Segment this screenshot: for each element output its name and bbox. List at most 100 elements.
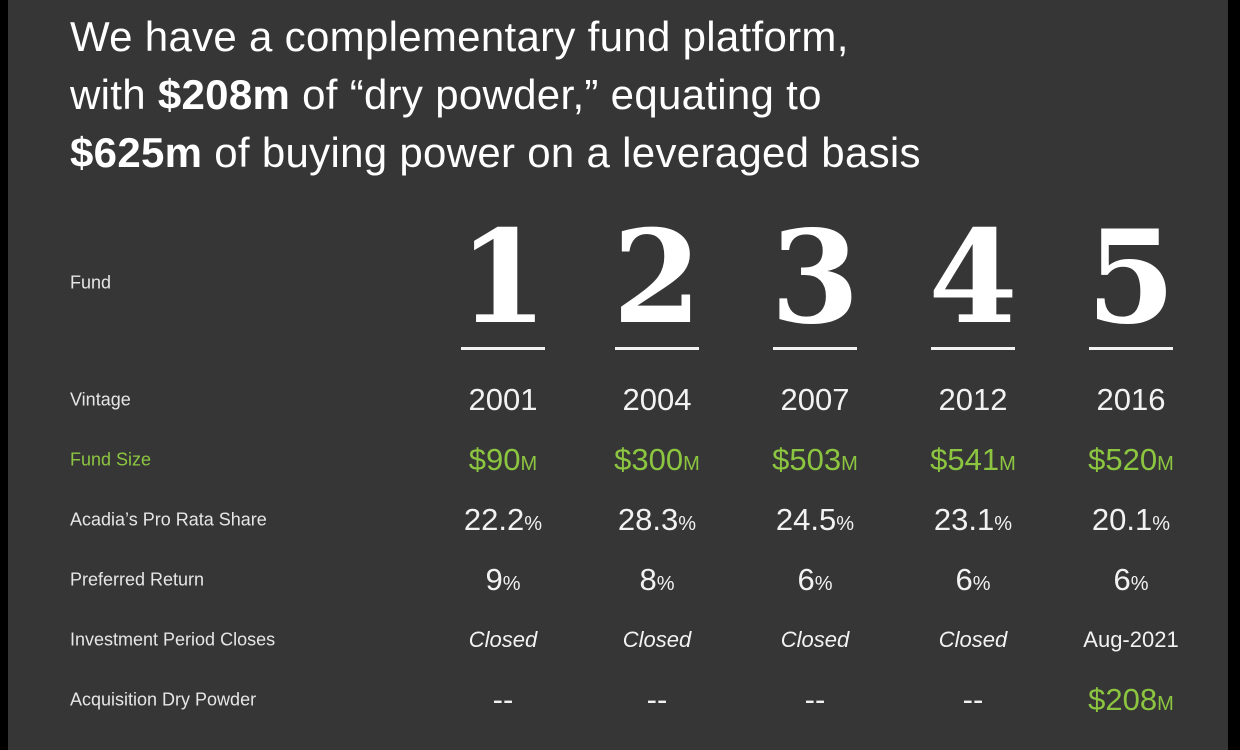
fund-number-text: 4	[928, 203, 1018, 353]
pro-rata-cell: 24.5%	[740, 502, 890, 538]
dry-powder-value: --	[962, 682, 984, 717]
headline-line-2: with $208m of “dry powder,” equating to	[70, 66, 921, 124]
unit: M	[1157, 453, 1174, 475]
unit: %	[678, 513, 697, 535]
dry-powder-value: $208	[1088, 682, 1158, 717]
slide: We have a complementary fund platform, w…	[8, 0, 1228, 750]
fund-number-underline	[931, 347, 1015, 350]
fund-number-underline	[773, 347, 857, 350]
pro-rata-value: 28.3	[617, 502, 679, 537]
pro-rata-value: 22.2	[463, 502, 525, 537]
vintage-value: 2004	[622, 382, 692, 417]
unit: %	[814, 573, 833, 595]
preferred-return-cell: 8%	[582, 562, 732, 598]
fund-size-cell: $503M	[740, 442, 890, 478]
fund-number: 4	[918, 214, 1028, 342]
unit: %	[836, 513, 855, 535]
unit: %	[972, 573, 991, 595]
investment-period-value: Closed	[468, 627, 538, 652]
investment-period-cell: Closed	[740, 627, 890, 653]
dry-powder-cell: --	[898, 682, 1048, 718]
row-label-preferred-return: Preferred Return	[70, 569, 205, 590]
unit: %	[1130, 573, 1149, 595]
fund-number-text: 5	[1086, 203, 1176, 353]
fund-size-cell: $90M	[428, 442, 578, 478]
investment-period-cell: Closed	[582, 627, 732, 653]
unit: M	[1157, 693, 1174, 715]
fund-size-cell: $300M	[582, 442, 732, 478]
row-label-pro-rata: Acadia’s Pro Rata Share	[70, 509, 267, 530]
unit: M	[841, 453, 858, 475]
headline: We have a complementary fund platform, w…	[70, 8, 921, 182]
vintage-cell: 2007	[740, 382, 890, 418]
fund-size-value: $90	[468, 442, 521, 477]
vintage-cell: 2001	[428, 382, 578, 418]
investment-period-value: Closed	[622, 627, 692, 652]
headline-line-1: We have a complementary fund platform,	[70, 13, 849, 60]
vintage-value: 2007	[780, 382, 850, 417]
fund-size-value: $503	[772, 442, 842, 477]
dry-powder-cell: --	[740, 682, 890, 718]
pro-rata-value: 20.1	[1091, 502, 1153, 537]
pro-rata-cell: 23.1%	[898, 502, 1048, 538]
dry-powder-value: --	[646, 682, 668, 717]
buying-power-amount: $625m	[70, 129, 203, 176]
unit: %	[524, 513, 543, 535]
row-label-fund: Fund	[70, 272, 112, 293]
vintage-cell: 2012	[898, 382, 1048, 418]
pro-rata-value: 23.1	[933, 502, 995, 537]
row-label-dry-powder: Acquisition Dry Powder	[70, 689, 257, 710]
preferred-return-value: 9	[485, 562, 503, 597]
investment-period-cell: Closed	[898, 627, 1048, 653]
vintage-cell: 2004	[582, 382, 732, 418]
fund-size-value: $300	[614, 442, 684, 477]
fund-number: 3	[760, 214, 870, 342]
unit: %	[656, 573, 675, 595]
headline-line-3: $625m of buying power on a leveraged bas…	[70, 124, 921, 182]
dry-powder-amount: $208m	[157, 71, 291, 118]
preferred-return-value: 6	[797, 562, 815, 597]
unit: %	[994, 513, 1013, 535]
fund-size-value: $541	[930, 442, 1000, 477]
row-label-fund-size: Fund Size	[70, 449, 152, 470]
unit: M	[520, 453, 538, 475]
fund-size-cell: $520M	[1056, 442, 1206, 478]
fund-number-underline	[461, 347, 545, 350]
fund-size-value: $520	[1088, 442, 1158, 477]
pro-rata-cell: 28.3%	[582, 502, 732, 538]
investment-period-cell: Aug-2021	[1056, 627, 1206, 653]
preferred-return-cell: 6%	[1056, 562, 1206, 598]
vintage-cell: 2016	[1056, 382, 1206, 418]
row-label-vintage: Vintage	[70, 389, 131, 410]
investment-period-cell: Closed	[428, 627, 578, 653]
fund-number-text: 1	[458, 203, 548, 353]
fund-number-text: 3	[770, 203, 860, 353]
investment-period-value: Closed	[780, 627, 850, 652]
dry-powder-value: --	[492, 682, 514, 717]
vintage-value: 2016	[1096, 382, 1166, 417]
fund-number-underline	[615, 347, 699, 350]
fund-number: 5	[1076, 214, 1186, 342]
dry-powder-value: --	[804, 682, 826, 717]
unit: M	[999, 453, 1016, 475]
fund-number-underline	[1089, 347, 1173, 350]
investment-period-value: Closed	[938, 627, 1008, 652]
dry-powder-cell: --	[428, 682, 578, 718]
vintage-value: 2001	[468, 382, 538, 417]
unit: M	[683, 453, 700, 475]
vintage-value: 2012	[938, 382, 1008, 417]
preferred-return-value: 6	[1113, 562, 1131, 597]
preferred-return-value: 8	[639, 562, 657, 597]
fund-number: 2	[602, 214, 712, 342]
investment-period-value: Aug-2021	[1083, 627, 1179, 652]
text: of “dry powder,” equating to	[290, 71, 822, 118]
text: of buying power on a leveraged basis	[202, 129, 921, 176]
preferred-return-cell: 6%	[740, 562, 890, 598]
unit: %	[502, 573, 521, 595]
fund-size-cell: $541M	[898, 442, 1048, 478]
fund-number: 1	[448, 214, 558, 342]
fund-number-text: 2	[612, 203, 702, 353]
dry-powder-cell: $208M	[1056, 682, 1206, 718]
preferred-return-cell: 9%	[428, 562, 578, 598]
pro-rata-cell: 20.1%	[1056, 502, 1206, 538]
